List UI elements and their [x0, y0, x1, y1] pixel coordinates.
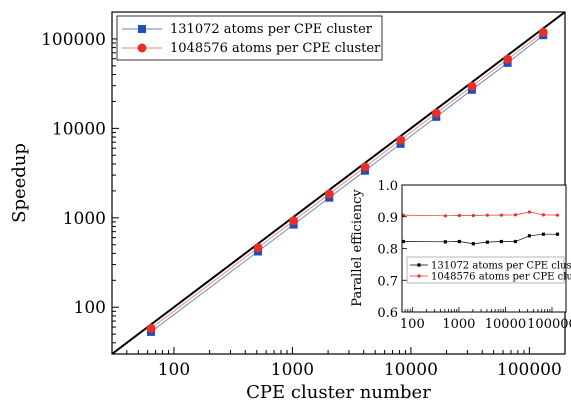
x-tick-label: 100: [158, 360, 190, 380]
inset-point-s2-5: [485, 213, 489, 217]
inset-point-s2-10: [555, 213, 560, 217]
inset-legend-marker-2: [417, 274, 421, 278]
inset-point-s2-4: [471, 213, 475, 218]
inset-point-s1-5: [485, 240, 489, 244]
inset-y-axis-label: Parallel efficiency: [350, 189, 365, 307]
x-tick-label: 1000: [271, 360, 314, 380]
inset-point-s1-1: [402, 239, 405, 244]
data-point-s2-1: [146, 323, 156, 333]
legend-label-2: 1048576 atoms per CPE cluster: [170, 41, 381, 56]
legend-marker-1: [138, 25, 146, 33]
data-point-s2-2: [253, 243, 263, 253]
inset-y-tick-label: 0.6: [377, 306, 398, 321]
data-point-s2-5: [360, 162, 370, 172]
inset-x-tick-label: 100000: [527, 317, 571, 332]
inset-point-s2-7: [513, 213, 518, 217]
y-tick-label: 100000: [41, 30, 106, 50]
data-point-s2-4: [324, 189, 334, 199]
inset-y-tick-label: 0.8: [377, 243, 398, 258]
series-line-1: [150, 34, 544, 333]
inset-x-tick-label: 10000: [485, 317, 526, 332]
inset-point-s2-6: [499, 213, 504, 217]
inset-series-line-1: [403, 233, 558, 245]
inset-legend-label-2: 1048576 atoms per CPE cluster: [431, 272, 571, 283]
series-line-2: [150, 31, 544, 329]
data-point-s2-10: [538, 27, 548, 37]
main-legend: 131072 atoms per CPE cluster 1048576 atom…: [116, 15, 383, 61]
inset-point-s1-6: [499, 239, 504, 244]
inset-point-s1-7: [513, 239, 518, 244]
inset-legend-box: [406, 256, 565, 284]
data-point-s2-3: [289, 216, 299, 226]
y-tick-label: 100: [74, 298, 106, 318]
x-axis-label: CPE cluster number: [246, 382, 431, 403]
inset-y-tick-label: 1.0: [377, 179, 398, 194]
inset-point-s1-4: [471, 242, 475, 246]
main-plot-frame: [111, 11, 566, 355]
inset-point-s2-1: [402, 213, 405, 217]
inset-y-tick-label: 0.9: [377, 211, 398, 226]
legend-label-1: 131072 atoms per CPE cluster: [170, 22, 373, 37]
main-legend-box: [116, 15, 383, 61]
inset-point-s1-8: [527, 234, 532, 238]
inset-point-s1-9: [541, 232, 546, 236]
data-point-s2-8: [467, 81, 477, 91]
x-tick-label: 10000: [384, 360, 438, 380]
data-point-s2-6: [396, 135, 406, 145]
inset-plot-frame: [401, 184, 567, 313]
data-point-s2-7: [431, 108, 441, 118]
inset-legend-label-1: 131072 atoms per CPE cluster: [431, 261, 571, 272]
inset-point-s1-10: [555, 232, 560, 236]
x-tick-label: 100000: [497, 360, 562, 380]
main-plot: 100 1000 10000 100000 100 1000 10000 100000 CPE…: [9, 11, 566, 403]
inset-x-tick-label: 1000: [442, 317, 475, 332]
inset-legend-marker-1: [417, 263, 421, 267]
inset-point-s1-3: [457, 239, 461, 244]
inset-series-line-2: [403, 211, 558, 217]
y-tick-label: 1000: [63, 209, 106, 229]
inset-point-s2-8: [527, 210, 532, 214]
inset-x-tick-label: 100: [400, 317, 425, 332]
inset-point-s2-9: [541, 213, 546, 217]
inset-y-tick-label: 0.7: [377, 274, 398, 289]
y-tick-label: 10000: [52, 119, 106, 139]
inset-point-s1-2: [443, 240, 447, 244]
inset-point-s2-3: [457, 213, 461, 218]
data-point-s2-9: [503, 54, 513, 64]
legend-marker-2: [137, 43, 147, 53]
y-axis-label: Speedup: [9, 143, 30, 223]
inset-point-s2-2: [443, 214, 447, 218]
ideal-speedup-line: [112, 12, 565, 354]
